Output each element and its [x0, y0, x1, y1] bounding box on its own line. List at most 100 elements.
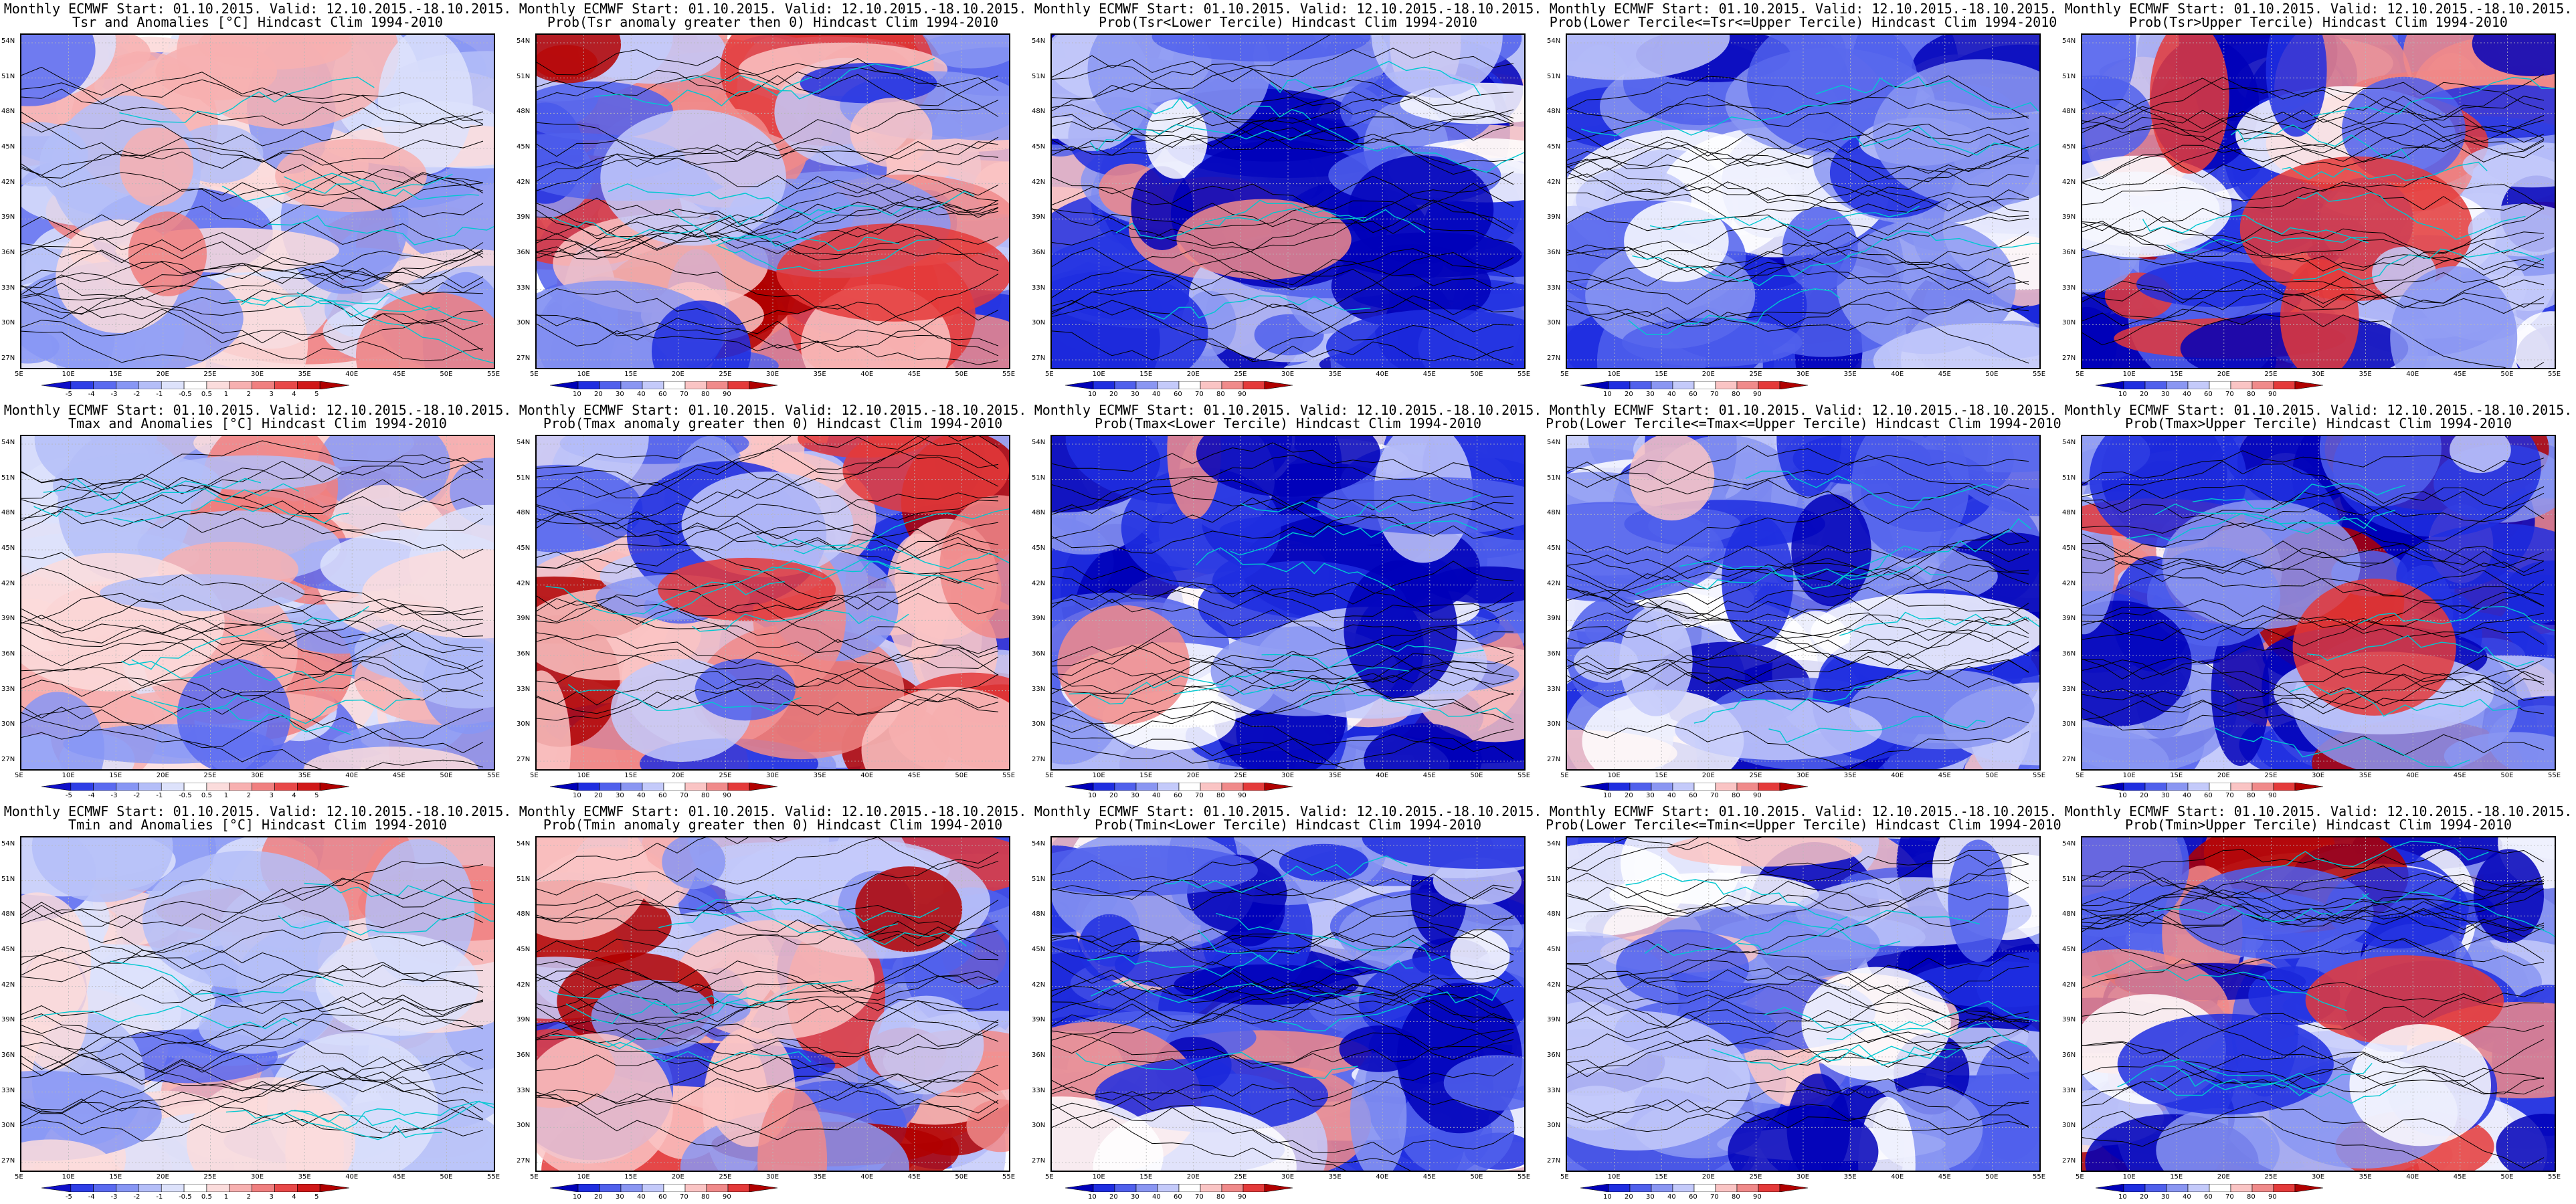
panel-title-line1: Monthly ECMWF Start: 01.10.2015. Valid: …	[1549, 1, 2057, 17]
shade-cell	[2472, 35, 2555, 76]
coastline	[1069, 668, 1294, 705]
colorbar-label: 80	[2247, 391, 2256, 398]
colorbar-segment	[252, 783, 275, 791]
shade-cell	[1087, 35, 1271, 146]
lat-label: 30N	[1547, 319, 1561, 327]
isotherm-contour	[2082, 115, 2545, 167]
shade-cell	[1145, 99, 1208, 179]
colorbar-label: 40	[1152, 792, 1161, 799]
panel-title-line1: Monthly ECMWF Start: 01.10.2015. Valid: …	[3, 803, 512, 819]
isotherm-contour	[1052, 183, 1514, 312]
shade-cell	[1052, 845, 1258, 896]
lon-label: 55E	[2548, 371, 2561, 378]
isotherm-contour	[2082, 586, 2545, 641]
isotherm-contour	[1567, 630, 2029, 731]
isotherm-contour	[537, 58, 999, 117]
lon-label: 45E	[1938, 772, 1951, 779]
lon-label: 10E	[62, 1173, 75, 1181]
lat-label: 30N	[1032, 319, 1046, 327]
colorbar-segment	[1580, 783, 1609, 791]
lon-label: 45E	[1422, 371, 1436, 378]
colorbar-label: 90	[1753, 391, 1762, 398]
colorbar-label: 30	[2161, 792, 2170, 799]
lon-label: 55E	[1517, 371, 1531, 378]
lon-label: 30E	[2312, 371, 2325, 378]
colorbar-label: 90	[1238, 792, 1247, 799]
colorbar-label: 80	[1216, 391, 1225, 398]
lat-label: 45N	[1032, 544, 1046, 552]
isotherm-contour	[2082, 1100, 2545, 1169]
panel-title-line2: Tsr and Anomalies [°C] Hindcast Clim 199…	[72, 14, 443, 30]
coastline	[1738, 910, 1980, 955]
map-panel-tmax-prob-upper: Monthly ECMWF Start: 01.10.2015. Valid: …	[2061, 401, 2576, 803]
colorbar-label: 60	[1689, 792, 1697, 799]
lon-label: 35E	[298, 371, 311, 378]
colorbar-segment	[206, 1184, 230, 1192]
isotherm-contour	[21, 708, 484, 748]
isotherm-contour	[21, 118, 484, 176]
colorbar-label: 30	[1646, 792, 1655, 799]
colorbar-segment	[139, 381, 162, 389]
coastline	[605, 980, 852, 1049]
colorbar-label: 10	[1603, 391, 1612, 398]
lat-label: 36N	[1, 1051, 15, 1059]
shade-cell	[1326, 309, 1524, 368]
colorbar-label: -2	[133, 1193, 141, 1201]
colorbar-segment	[319, 783, 350, 791]
isotherm-contour	[21, 956, 484, 988]
lat-label: 33N	[1, 1086, 15, 1094]
coastline	[1089, 124, 1312, 152]
lat-label: 54N	[1032, 37, 1046, 45]
isotherm-contour	[21, 1071, 484, 1113]
colorbar-segment	[2209, 1184, 2231, 1192]
shade-cell	[1629, 436, 1715, 521]
colorbar-segment	[663, 1184, 686, 1192]
isotherm-contour	[2082, 673, 2545, 716]
isotherm-contour	[1567, 641, 2029, 699]
lon-label: 15E	[1655, 371, 1668, 378]
lat-label: 54N	[517, 37, 531, 45]
colorbar-segment	[2187, 381, 2210, 389]
map-panel-tmin-prob-upper: Monthly ECMWF Start: 01.10.2015. Valid: …	[2061, 803, 2576, 1204]
lon-label: 10E	[2122, 772, 2136, 779]
isotherm-contour	[2082, 96, 2545, 130]
lat-label: 33N	[1032, 284, 1046, 292]
coastline	[1119, 97, 1311, 121]
isotherm-contour	[1567, 484, 2029, 555]
isotherm-contour	[1052, 993, 1514, 1024]
colorbar-segment	[1178, 381, 1201, 389]
lon-label: 30E	[2312, 1173, 2325, 1181]
isotherm-contour	[2082, 1039, 2545, 1093]
colorbar-label: 2	[246, 391, 251, 398]
lon-label: 15E	[1139, 772, 1153, 779]
isotherm-contour	[537, 900, 999, 946]
lat-label: 45N	[2062, 946, 2076, 953]
colorbar-label: -5	[65, 792, 72, 799]
isotherm-contour	[1567, 455, 2029, 486]
shade-cell	[1616, 929, 1749, 1005]
lat-label: 27N	[2062, 1157, 2076, 1165]
isotherm-contour	[537, 122, 999, 180]
coastline	[1644, 920, 1901, 957]
lon-label: 15E	[624, 1173, 638, 1181]
coastline	[756, 508, 1009, 550]
shade-cell	[1728, 1105, 1879, 1171]
lat-label: 27N	[1032, 355, 1046, 362]
coastline	[1745, 470, 1999, 509]
colorbar-segment	[1651, 381, 1673, 389]
shade-cell	[2319, 436, 2442, 507]
colorbar-segment	[206, 783, 230, 791]
shade-cell	[1948, 839, 2009, 963]
isotherm-contour	[1052, 961, 1514, 1009]
isotherm-contour	[537, 318, 999, 365]
isotherm-contour	[537, 137, 999, 163]
isotherm-contour	[2082, 997, 2545, 1076]
colorbar-segment	[1758, 1184, 1780, 1192]
colorbar-segment	[549, 783, 579, 791]
coastline	[1164, 855, 1408, 893]
colorbar-label: 20	[1625, 1193, 1633, 1201]
colorbar	[41, 783, 350, 791]
lat-label: 42N	[1032, 981, 1046, 989]
colorbar-label: -3	[110, 391, 118, 398]
colorbar-label: 4	[292, 391, 296, 398]
